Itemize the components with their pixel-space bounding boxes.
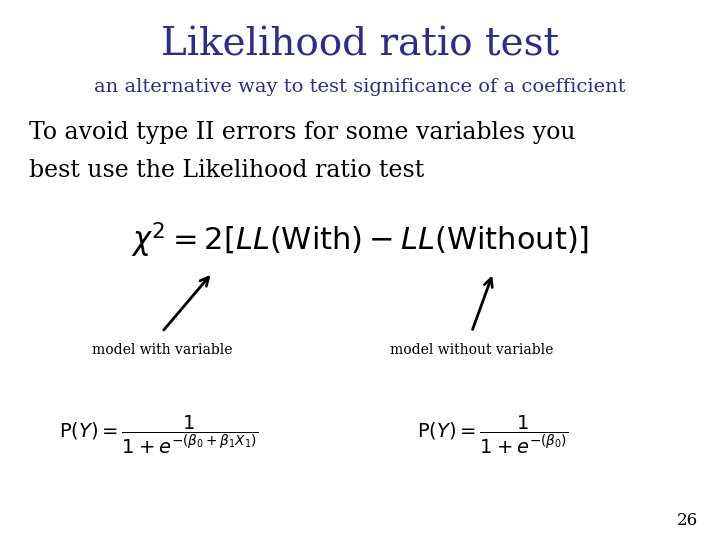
Text: $\mathrm{P}(Y) = \dfrac{1}{1 + e^{-(\beta_0 + \beta_1 X_1)}}$: $\mathrm{P}(Y) = \dfrac{1}{1 + e^{-(\bet… (58, 414, 258, 456)
Text: an alternative way to test significance of a coefficient: an alternative way to test significance … (94, 78, 626, 96)
Text: model with variable: model with variable (91, 343, 233, 357)
Text: 26: 26 (678, 512, 698, 529)
Text: best use the Likelihood ratio test: best use the Likelihood ratio test (29, 159, 424, 183)
Text: To avoid type II errors for some variables you: To avoid type II errors for some variabl… (29, 122, 575, 145)
Text: Likelihood ratio test: Likelihood ratio test (161, 27, 559, 64)
Text: $\chi^2 = 2[LL(\mathrm{With}) - LL(\mathrm{Without})]$: $\chi^2 = 2[LL(\mathrm{With}) - LL(\math… (131, 220, 589, 260)
Text: $\mathrm{P}(Y) = \dfrac{1}{1 + e^{-(\beta_0)}}$: $\mathrm{P}(Y) = \dfrac{1}{1 + e^{-(\bet… (418, 414, 569, 456)
Text: model without variable: model without variable (390, 343, 553, 357)
